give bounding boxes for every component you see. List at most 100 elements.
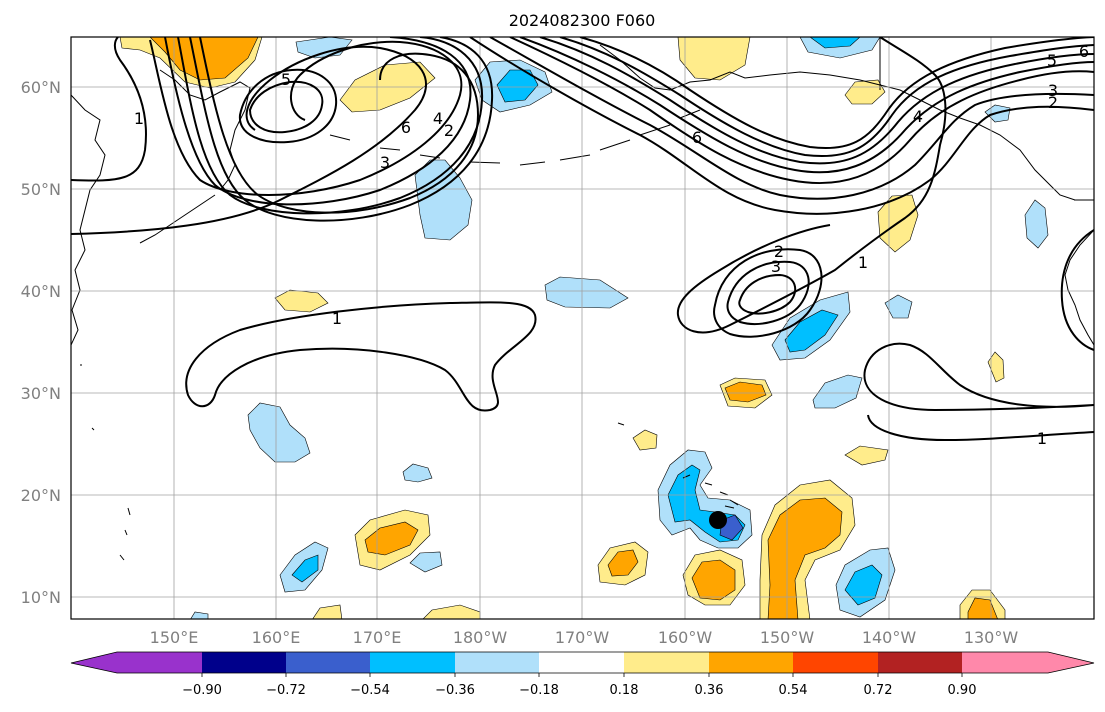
- contours: [71, 37, 1094, 442]
- contour-line: [539, 37, 1094, 165]
- colorbar-tick-label: −0.18: [519, 683, 559, 698]
- contour-line: [738, 273, 797, 315]
- positive-anomaly: [987, 351, 1005, 383]
- contour-line: [164, 37, 472, 206]
- colorbar-tick-label: 0.54: [779, 683, 808, 698]
- contour-line: [71, 37, 147, 182]
- negative-anomaly: [884, 294, 913, 319]
- colorbar-tick-label: −0.72: [266, 683, 306, 698]
- positive-anomaly: [422, 604, 481, 619]
- positive-anomaly: [724, 381, 767, 403]
- colorbar-tick-label: 0.36: [695, 683, 724, 698]
- positive-anomaly: [364, 521, 419, 556]
- contour-label: 3: [380, 153, 390, 172]
- positive-anomaly: [677, 37, 751, 81]
- map-title: 2024082300 F060: [509, 11, 656, 30]
- contour-line: [177, 37, 484, 215]
- colorbar-tick-label: −0.54: [350, 683, 390, 698]
- negative-anomaly: [190, 611, 209, 619]
- contour-line: [199, 37, 480, 214]
- negative-anomaly: [414, 159, 473, 241]
- positive-anomaly: [607, 549, 639, 577]
- colorbar-outline: [70, 651, 1095, 674]
- contour-line: [185, 301, 537, 412]
- colorbar-swatch: [286, 652, 371, 673]
- contour-label: 2: [774, 242, 784, 261]
- negative-anomaly: [402, 463, 433, 483]
- negative-anomaly: [784, 309, 839, 353]
- contour-line: [189, 37, 494, 222]
- negative-anomaly: [247, 402, 311, 463]
- colorbar-tick-label: 0.72: [864, 683, 893, 698]
- contour-line: [489, 37, 1094, 200]
- colorbar-swatch: [624, 652, 710, 673]
- colorbar-swatch: [962, 652, 1094, 673]
- contour-label: 4: [913, 107, 923, 126]
- contour-label: 1: [858, 253, 868, 272]
- negative-anomaly: [1024, 199, 1049, 249]
- lat-label: 40°N: [21, 282, 61, 301]
- negative-anomaly: [844, 564, 883, 606]
- colorbar-swatch: [370, 652, 456, 673]
- contour-label: 1: [134, 109, 144, 128]
- small-islands: [80, 364, 625, 561]
- contour-line: [676, 37, 947, 334]
- contour-label: 6: [692, 128, 702, 147]
- contour-line: [713, 248, 823, 338]
- positive-anomaly: [632, 429, 658, 451]
- negative-anomaly: [812, 374, 863, 409]
- colorbar-swatch: [539, 652, 625, 673]
- contour-label: 6: [1079, 42, 1089, 61]
- negative-anomaly: [291, 554, 319, 583]
- contour-label: 1: [1037, 429, 1047, 448]
- lon-label: 170°E: [353, 628, 402, 647]
- border-line: [879, 37, 1094, 201]
- lon-label: 170°W: [555, 628, 610, 647]
- graticule: [71, 37, 1094, 619]
- negative-anomaly: [809, 37, 861, 49]
- colorbar-swatch: [71, 652, 203, 673]
- contour-label: 5: [1047, 51, 1057, 70]
- negative-anomaly: [409, 551, 443, 573]
- contour-line: [238, 68, 338, 144]
- lat-label: 60°N: [21, 78, 61, 97]
- lon-label: 150°W: [760, 628, 815, 647]
- contour-label: 3: [771, 257, 781, 276]
- colorbar-ticks: [201, 673, 963, 677]
- positive-anomaly: [274, 289, 329, 313]
- colorbar-swatch: [202, 652, 287, 673]
- colorbar-tick-label: −0.36: [435, 683, 475, 698]
- contour-line: [579, 37, 1094, 149]
- na-west-coast: [1064, 229, 1094, 346]
- colorbar-swatch: [878, 652, 963, 673]
- lat-label: 20°N: [21, 486, 61, 505]
- longitude-axis: 150°E 160°E 170°E 180°W 170°W 160°W 150°…: [150, 628, 1019, 647]
- contour-label: 4: [433, 109, 443, 128]
- positive-anomaly: [844, 79, 886, 105]
- lat-label: 30°N: [21, 384, 61, 403]
- latitude-axis: 60°N 50°N 40°N 30°N 20°N 10°N: [21, 78, 61, 607]
- colorbar: −0.90 −0.72 −0.54 −0.36 −0.18 0.18 0.36 …: [70, 651, 1095, 698]
- contour-line: [519, 37, 1094, 174]
- colorbar-swatch: [455, 652, 540, 673]
- hawaii-islands: [682, 474, 739, 509]
- positive-anomaly: [691, 559, 736, 601]
- lon-label: 140°W: [862, 628, 917, 647]
- lon-label: 180°W: [453, 628, 508, 647]
- positive-anomaly: [312, 604, 343, 619]
- contour-label: 2: [444, 121, 454, 140]
- kuril-islands: [139, 194, 216, 244]
- positive-anomaly: [767, 497, 843, 619]
- map-area: 1 1 1 1 2 2 3 3 4 4 5 5 6 6 6 2 3: [71, 37, 1094, 619]
- negative-anomaly: [496, 69, 539, 103]
- negative-anomaly: [544, 276, 629, 309]
- colorbar-tick-label: −0.90: [182, 683, 222, 698]
- storm-center-marker: [709, 511, 727, 529]
- colorbar-tick-label: 0.18: [610, 683, 639, 698]
- contour-line: [509, 37, 1094, 184]
- lon-label: 130°W: [964, 628, 1019, 647]
- colorbar-swatch: [709, 652, 794, 673]
- contour-line: [1060, 229, 1094, 351]
- lat-label: 10°N: [21, 588, 61, 607]
- contour-labels: 1 1 1 1 2 2 3 3 4 4 5 5 6 6 6 2 3: [134, 42, 1089, 448]
